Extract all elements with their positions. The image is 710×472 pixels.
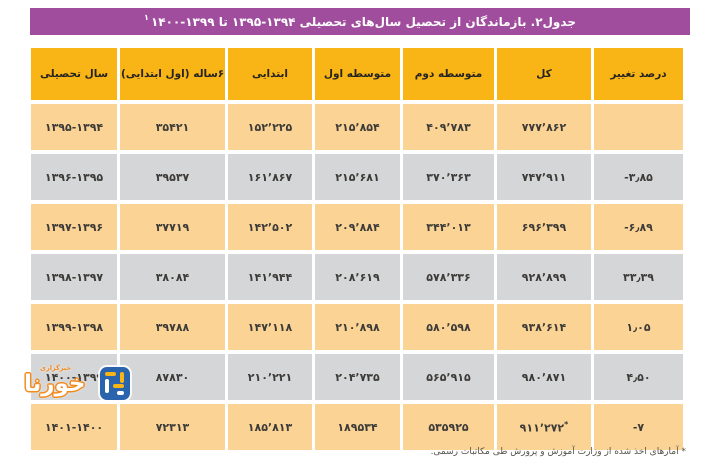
cell-elementary: ۱۴۱٬۹۴۴ bbox=[228, 254, 312, 300]
cell-lower-secondary: ۲۱۵٬۶۸۱ bbox=[315, 154, 400, 200]
cell-change-percent: -۳٫۸۵ bbox=[594, 154, 683, 200]
header-cell-academic-year: سال تحصیلی bbox=[31, 48, 117, 100]
cell-elementary: ۲۱۰٬۲۲۱ bbox=[228, 354, 312, 400]
table-row: ۱۳۹۸-۱۳۹۷ ۳۸۰۸۴ ۱۴۱٬۹۴۴ ۲۰۸٬۶۱۹ ۵۷۸٬۳۳۶ ۹۲۸٬۸… bbox=[31, 254, 683, 300]
cell-six-year-old-first-grade: ۳۹۷۸۸ bbox=[120, 304, 225, 350]
cell-total: ۹۳۸٬۶۱۴ bbox=[497, 304, 591, 350]
title-footnote-marker: ۱ bbox=[144, 13, 149, 22]
header-cell-six-year-old-first-grade: ۶ساله (اول ابتدایی) bbox=[120, 48, 225, 100]
cell-total: ۷۴۷٬۹۱۱ bbox=[497, 154, 591, 200]
cell-elementary: ۱۸۵٬۸۱۳ bbox=[228, 404, 312, 450]
cell-upper-secondary: ۵۳۵۹۲۵ bbox=[403, 404, 494, 450]
cell-total: ۷۷۷٬۸۶۲ bbox=[497, 104, 591, 150]
cell-lower-secondary: ۲۱۰٬۸۹۸ bbox=[315, 304, 400, 350]
cell-total: ۹۲۸٬۸۹۹ bbox=[497, 254, 591, 300]
cell-elementary: ۱۶۱٬۸۶۷ bbox=[228, 154, 312, 200]
cell-total: ۹۸۰٬۸۷۱ bbox=[497, 354, 591, 400]
cell-upper-secondary: ۵۸۰٬۵۹۸ bbox=[403, 304, 494, 350]
cell-academic-year: ۱۳۹۸-۱۳۹۷ bbox=[31, 254, 117, 300]
cell-upper-secondary: ۳۴۴٬۰۱۳ bbox=[403, 204, 494, 250]
cell-elementary: ۱۴۲٬۵۰۲ bbox=[228, 204, 312, 250]
cell-total: ۹۱۱٬۲۷۲* bbox=[497, 404, 591, 450]
cell-change-percent: -۶٫۸۹ bbox=[594, 204, 683, 250]
header-cell-lower-secondary: متوسطه اول bbox=[315, 48, 400, 100]
table-row: ۱۴۰۰-۱۳۹۹ ۸۷۸۳۰ ۲۱۰٬۲۲۱ ۲۰۴٬۷۳۵ ۵۶۵٬۹۱۵ ۹۸۰٬۸… bbox=[31, 354, 683, 400]
table-row: ۱۴۰۱-۱۴۰۰ ۷۲۳۱۳ ۱۸۵٬۸۱۳ ۱۸۹۵۳۴ ۵۳۵۹۲۵ ۹۱۱٬۲۷۲… bbox=[31, 404, 683, 450]
cell-upper-secondary: ۴۰۹٬۷۸۳ bbox=[403, 104, 494, 150]
cell-total: ۶۹۶٬۳۹۹ bbox=[497, 204, 591, 250]
cell-upper-secondary: ۵۷۸٬۳۳۶ bbox=[403, 254, 494, 300]
cell-lower-secondary: ۲۰۹٬۸۸۴ bbox=[315, 204, 400, 250]
cell-upper-secondary: ۳۷۰٬۳۶۳ bbox=[403, 154, 494, 200]
cell-six-year-old-first-grade: ۳۸۰۸۴ bbox=[120, 254, 225, 300]
table: سال تحصیلی ۶ساله (اول ابتدایی) ابتدایی متوس… bbox=[28, 44, 686, 454]
table-row: ۱۳۹۷-۱۳۹۶ ۳۷۷۱۹ ۱۴۲٬۵۰۲ ۲۰۹٬۸۸۴ ۳۴۴٬۰۱۳ ۶۹۶٬۳… bbox=[31, 204, 683, 250]
cell-academic-year: ۱۴۰۱-۱۴۰۰ bbox=[31, 404, 117, 450]
table-title-bar: جدول۲. بازماندگان از تحصیل سال‌های تحصیل… bbox=[30, 8, 690, 35]
table-row: ۱۳۹۵-۱۳۹۴ ۳۵۴۲۱ ۱۵۲٬۲۲۵ ۲۱۵٬۸۵۴ ۴۰۹٬۷۸۳ ۷۷۷٬۸… bbox=[31, 104, 683, 150]
cell-lower-secondary: ۲۱۵٬۸۵۴ bbox=[315, 104, 400, 150]
cell-academic-year: ۱۳۹۵-۱۳۹۴ bbox=[31, 104, 117, 150]
header-cell-total: کل bbox=[497, 48, 591, 100]
header-cell-upper-secondary: متوسطه دوم bbox=[403, 48, 494, 100]
table-title: جدول۲. بازماندگان از تحصیل سال‌های تحصیل… bbox=[150, 14, 576, 29]
cell-change-percent: -۷ bbox=[594, 404, 683, 450]
cell-lower-secondary: ۲۰۸٬۶۱۹ bbox=[315, 254, 400, 300]
cell-change-percent: ۳۳٫۳۹ bbox=[594, 254, 683, 300]
header-cell-change-percent: درصد تغییر bbox=[594, 48, 683, 100]
cell-upper-secondary: ۵۶۵٬۹۱۵ bbox=[403, 354, 494, 400]
table-row: ۱۳۹۶-۱۳۹۵ ۳۹۵۳۷ ۱۶۱٬۸۶۷ ۲۱۵٬۶۸۱ ۳۷۰٬۳۶۳ ۷۴۷٬۹… bbox=[31, 154, 683, 200]
table-header-row: سال تحصیلی ۶ساله (اول ابتدایی) ابتدایی متوس… bbox=[31, 48, 683, 100]
cell-academic-year: ۱۳۹۹-۱۳۹۸ bbox=[31, 304, 117, 350]
cell-academic-year: ۱۳۹۶-۱۳۹۵ bbox=[31, 154, 117, 200]
header-cell-elementary: ابتدایی bbox=[228, 48, 312, 100]
cell-six-year-old-first-grade: ۳۵۴۲۱ bbox=[120, 104, 225, 150]
cell-six-year-old-first-grade: ۳۹۵۳۷ bbox=[120, 154, 225, 200]
cell-six-year-old-first-grade: ۷۲۳۱۳ bbox=[120, 404, 225, 450]
cell-six-year-old-first-grade: ۳۷۷۱۹ bbox=[120, 204, 225, 250]
cell-academic-year: ۱۴۰۰-۱۳۹۹ bbox=[31, 354, 117, 400]
cell-change-percent: ۱٫۰۵ bbox=[594, 304, 683, 350]
cell-elementary: ۱۴۷٬۱۱۸ bbox=[228, 304, 312, 350]
footnote: * آمارهای اخذ شده از وزارت آموزش و پرورش… bbox=[430, 447, 686, 457]
cell-academic-year: ۱۳۹۷-۱۳۹۶ bbox=[31, 204, 117, 250]
cell-change-percent: ۴٫۵۰ bbox=[594, 354, 683, 400]
cell-lower-secondary: ۱۸۹۵۳۴ bbox=[315, 404, 400, 450]
cell-lower-secondary: ۲۰۴٬۷۳۵ bbox=[315, 354, 400, 400]
table-body: ۱۳۹۵-۱۳۹۴ ۳۵۴۲۱ ۱۵۲٬۲۲۵ ۲۱۵٬۸۵۴ ۴۰۹٬۷۸۳ ۷۷۷٬۸… bbox=[31, 104, 683, 450]
cell-elementary: ۱۵۲٬۲۲۵ bbox=[228, 104, 312, 150]
cell-six-year-old-first-grade: ۸۷۸۳۰ bbox=[120, 354, 225, 400]
cell-change-percent bbox=[594, 104, 683, 150]
table-row: ۱۳۹۹-۱۳۹۸ ۳۹۷۸۸ ۱۴۷٬۱۱۸ ۲۱۰٬۸۹۸ ۵۸۰٬۵۹۸ ۹۳۸٬۶… bbox=[31, 304, 683, 350]
